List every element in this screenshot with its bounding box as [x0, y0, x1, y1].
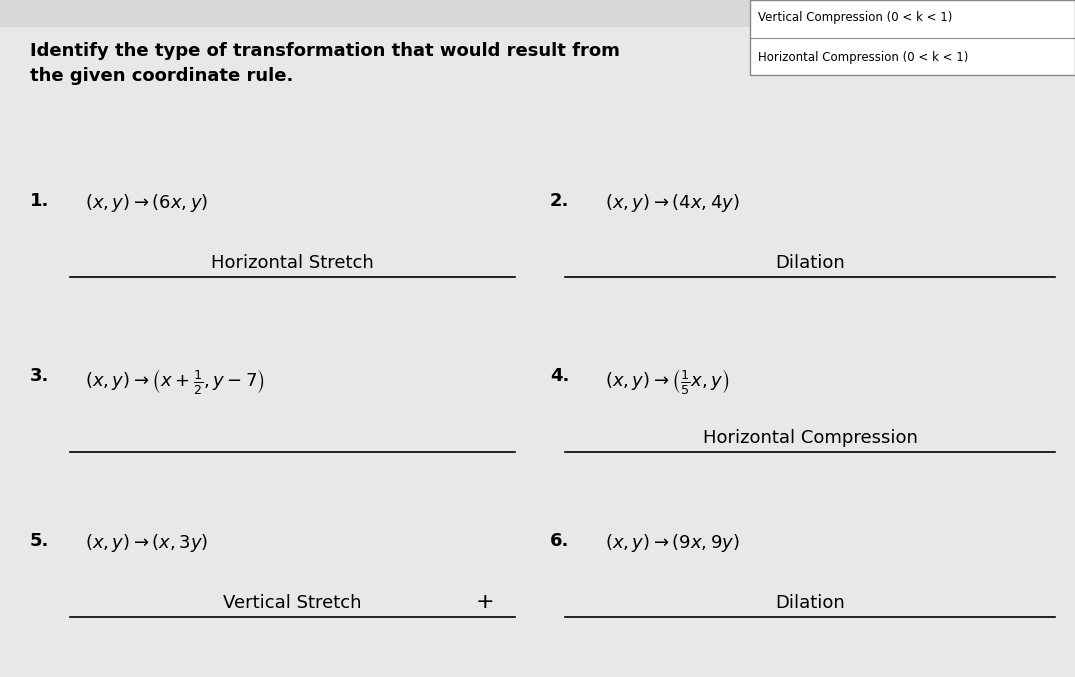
Text: $(x, y) \rightarrow \left(x + \frac{1}{2}, y - 7\right)$: $(x, y) \rightarrow \left(x + \frac{1}{2… — [85, 367, 266, 396]
Text: Dilation: Dilation — [775, 594, 845, 612]
Text: $(x, y) \rightarrow (4x, 4y)$: $(x, y) \rightarrow (4x, 4y)$ — [605, 192, 740, 214]
Text: Dilation: Dilation — [775, 254, 845, 272]
Text: 3.: 3. — [30, 367, 49, 385]
Text: 5.: 5. — [30, 532, 49, 550]
Bar — [750, 0, 1075, 75]
Text: Horizontal Stretch: Horizontal Stretch — [211, 254, 374, 272]
Text: 4.: 4. — [550, 367, 570, 385]
Text: $(x, y) \rightarrow (x, 3y)$: $(x, y) \rightarrow (x, 3y)$ — [85, 532, 209, 554]
Text: +: + — [475, 592, 494, 612]
Text: $(x, y) \rightarrow (9x, 9y)$: $(x, y) \rightarrow (9x, 9y)$ — [605, 532, 740, 554]
Text: Identify the type of transformation that would result from
the given coordinate : Identify the type of transformation that… — [30, 42, 620, 85]
FancyBboxPatch shape — [0, 27, 1075, 677]
Text: 1.: 1. — [30, 192, 49, 210]
Text: $(x, y) \rightarrow (6x, y)$: $(x, y) \rightarrow (6x, y)$ — [85, 192, 209, 214]
Text: 2.: 2. — [550, 192, 570, 210]
Text: 6.: 6. — [550, 532, 570, 550]
Text: Horizontal Compression: Horizontal Compression — [703, 429, 917, 447]
Text: $(x, y) \rightarrow \left(\frac{1}{5}x, y\right)$: $(x, y) \rightarrow \left(\frac{1}{5}x, … — [605, 367, 730, 396]
Text: Vertical Stretch: Vertical Stretch — [224, 594, 362, 612]
Text: Vertical Compression (0 < k < 1): Vertical Compression (0 < k < 1) — [758, 11, 952, 24]
Text: Horizontal Compression (0 < k < 1): Horizontal Compression (0 < k < 1) — [758, 51, 969, 64]
